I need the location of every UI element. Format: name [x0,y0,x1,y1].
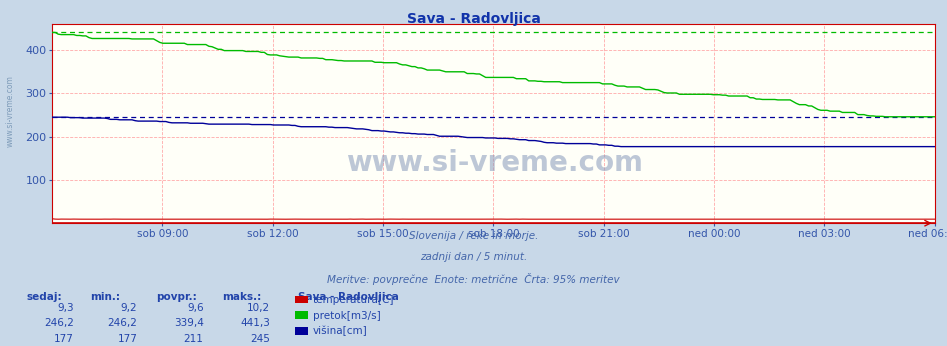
Text: povpr.:: povpr.: [156,292,197,302]
Text: 9,3: 9,3 [57,303,74,313]
Text: temperatura[C]: temperatura[C] [313,295,394,305]
Text: Meritve: povprečne  Enote: metrične  Črta: 95% meritev: Meritve: povprečne Enote: metrične Črta:… [327,273,620,285]
Text: 245: 245 [250,334,270,344]
Text: min.:: min.: [90,292,120,302]
Text: maks.:: maks.: [223,292,261,302]
Text: 246,2: 246,2 [107,318,137,328]
Text: www.si-vreme.com: www.si-vreme.com [6,75,15,147]
Text: zadnji dan / 5 minut.: zadnji dan / 5 minut. [420,252,527,262]
Text: 441,3: 441,3 [240,318,270,328]
Text: sedaj:: sedaj: [27,292,63,302]
Text: 211: 211 [184,334,204,344]
Text: 339,4: 339,4 [173,318,204,328]
Text: višina[cm]: višina[cm] [313,326,367,336]
Text: 246,2: 246,2 [44,318,74,328]
Text: 9,2: 9,2 [120,303,137,313]
Text: www.si-vreme.com: www.si-vreme.com [347,149,643,176]
Text: pretok[m3/s]: pretok[m3/s] [313,311,381,320]
Text: 9,6: 9,6 [187,303,204,313]
Text: 10,2: 10,2 [247,303,270,313]
Text: Slovenija / reke in morje.: Slovenija / reke in morje. [409,231,538,241]
Text: 177: 177 [54,334,74,344]
Text: Sava - Radovljica: Sava - Radovljica [298,292,400,302]
Text: Sava - Radovljica: Sava - Radovljica [406,12,541,26]
Text: 177: 177 [117,334,137,344]
